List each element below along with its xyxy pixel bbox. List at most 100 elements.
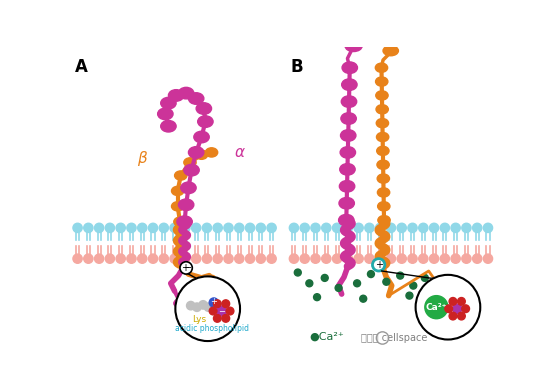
Circle shape bbox=[397, 272, 404, 279]
Circle shape bbox=[222, 314, 230, 322]
Circle shape bbox=[300, 223, 309, 233]
Circle shape bbox=[451, 223, 460, 233]
Circle shape bbox=[440, 223, 449, 233]
Circle shape bbox=[213, 223, 222, 233]
Circle shape bbox=[267, 254, 276, 263]
Circle shape bbox=[386, 223, 396, 233]
Circle shape bbox=[202, 254, 212, 263]
Circle shape bbox=[445, 305, 453, 312]
Ellipse shape bbox=[196, 150, 208, 160]
Circle shape bbox=[222, 300, 230, 308]
Ellipse shape bbox=[177, 216, 192, 228]
Circle shape bbox=[343, 223, 352, 233]
Circle shape bbox=[127, 223, 136, 233]
Ellipse shape bbox=[158, 108, 173, 120]
Circle shape bbox=[473, 254, 482, 263]
Circle shape bbox=[256, 254, 265, 263]
Circle shape bbox=[322, 254, 331, 263]
Circle shape bbox=[419, 223, 428, 233]
Ellipse shape bbox=[174, 217, 186, 226]
Circle shape bbox=[245, 254, 255, 263]
Circle shape bbox=[181, 223, 190, 233]
Circle shape bbox=[408, 254, 417, 263]
Text: −: − bbox=[218, 307, 225, 316]
Circle shape bbox=[473, 223, 482, 233]
Text: Ca²⁺: Ca²⁺ bbox=[425, 303, 447, 312]
Circle shape bbox=[451, 254, 460, 263]
Circle shape bbox=[422, 274, 428, 282]
Circle shape bbox=[449, 298, 457, 305]
Circle shape bbox=[322, 223, 331, 233]
Circle shape bbox=[235, 223, 244, 233]
Text: +: + bbox=[181, 263, 188, 273]
Circle shape bbox=[397, 223, 406, 233]
Ellipse shape bbox=[339, 197, 355, 209]
Ellipse shape bbox=[342, 79, 357, 90]
Circle shape bbox=[84, 254, 93, 263]
Ellipse shape bbox=[178, 199, 194, 210]
Text: 微信号 cellspace: 微信号 cellspace bbox=[361, 333, 427, 343]
Text: B: B bbox=[290, 58, 302, 76]
Circle shape bbox=[367, 271, 375, 278]
Circle shape bbox=[137, 223, 147, 233]
Ellipse shape bbox=[181, 182, 196, 194]
Ellipse shape bbox=[341, 96, 357, 108]
Circle shape bbox=[335, 285, 342, 291]
Circle shape bbox=[343, 254, 352, 263]
Ellipse shape bbox=[178, 87, 194, 99]
Text: +: + bbox=[375, 260, 383, 270]
Ellipse shape bbox=[377, 133, 389, 142]
Circle shape bbox=[181, 254, 190, 263]
Text: Lys: Lys bbox=[192, 315, 207, 324]
Circle shape bbox=[105, 223, 115, 233]
Ellipse shape bbox=[175, 171, 187, 180]
Circle shape bbox=[458, 298, 465, 305]
Circle shape bbox=[170, 223, 179, 233]
Ellipse shape bbox=[340, 181, 355, 192]
Circle shape bbox=[410, 282, 417, 289]
Circle shape bbox=[192, 254, 201, 263]
Circle shape bbox=[372, 259, 385, 271]
Circle shape bbox=[235, 254, 244, 263]
Ellipse shape bbox=[198, 116, 213, 127]
Ellipse shape bbox=[378, 202, 390, 211]
Circle shape bbox=[209, 307, 217, 315]
Circle shape bbox=[294, 269, 301, 276]
Circle shape bbox=[148, 254, 158, 263]
Circle shape bbox=[176, 276, 240, 341]
Circle shape bbox=[217, 306, 227, 316]
Text: α: α bbox=[235, 145, 245, 160]
Ellipse shape bbox=[184, 158, 196, 167]
Circle shape bbox=[192, 223, 201, 233]
Circle shape bbox=[202, 223, 212, 233]
Ellipse shape bbox=[377, 146, 389, 156]
Ellipse shape bbox=[188, 93, 204, 104]
Circle shape bbox=[300, 254, 309, 263]
Ellipse shape bbox=[161, 97, 176, 109]
Ellipse shape bbox=[342, 62, 357, 74]
Ellipse shape bbox=[345, 41, 362, 52]
Circle shape bbox=[483, 223, 493, 233]
Ellipse shape bbox=[376, 105, 388, 114]
Circle shape bbox=[462, 254, 471, 263]
Circle shape bbox=[105, 254, 115, 263]
Circle shape bbox=[321, 274, 328, 282]
Ellipse shape bbox=[377, 160, 389, 169]
Text: A: A bbox=[75, 58, 88, 76]
Circle shape bbox=[311, 223, 320, 233]
Ellipse shape bbox=[196, 103, 212, 114]
Circle shape bbox=[116, 254, 125, 263]
Circle shape bbox=[440, 254, 449, 263]
Circle shape bbox=[306, 280, 313, 287]
Circle shape bbox=[462, 305, 469, 312]
Circle shape bbox=[116, 223, 125, 233]
Ellipse shape bbox=[383, 46, 398, 56]
Circle shape bbox=[429, 223, 439, 233]
Circle shape bbox=[408, 223, 417, 233]
Circle shape bbox=[458, 312, 465, 320]
Circle shape bbox=[95, 254, 104, 263]
Circle shape bbox=[376, 254, 385, 263]
Circle shape bbox=[199, 301, 207, 309]
Circle shape bbox=[84, 223, 93, 233]
Circle shape bbox=[226, 307, 234, 315]
